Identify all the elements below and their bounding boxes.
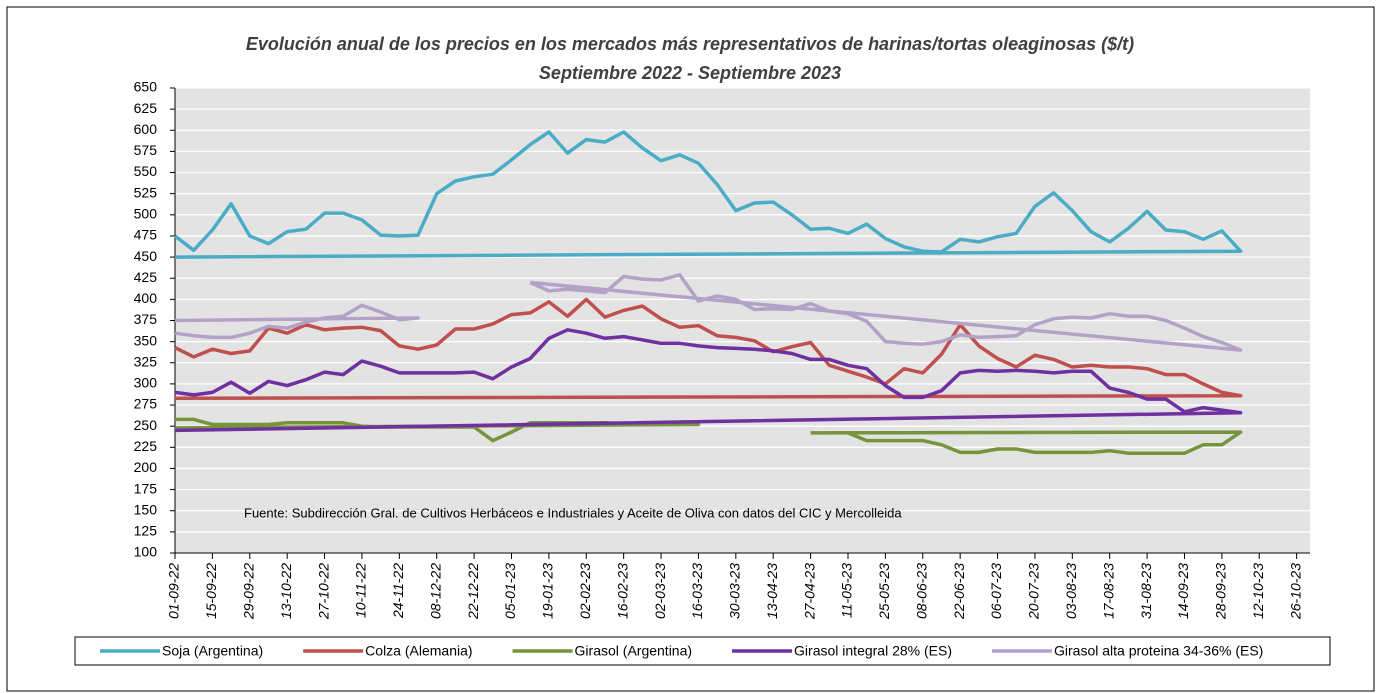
x-tick-label: 02-03-23 xyxy=(652,563,668,619)
legend-label: Girasol (Argentina) xyxy=(575,643,693,659)
x-tick-label: 30-03-23 xyxy=(727,563,743,619)
x-tick-label: 10-11-22 xyxy=(353,563,369,618)
x-tick-label: 26-10-23 xyxy=(1287,563,1303,620)
x-tick-label: 22-12-22 xyxy=(465,563,481,620)
x-tick-label: 29-09-22 xyxy=(240,563,256,620)
legend-label: Girasol integral 28% (ES) xyxy=(794,643,952,659)
y-tick-label: 550 xyxy=(134,163,158,179)
y-tick-label: 400 xyxy=(134,290,158,306)
x-tick-label: 24-11-22 xyxy=(390,563,406,619)
x-tick-label: 12-10-23 xyxy=(1250,563,1266,619)
chart-subtitle: Septiembre 2022 - Septiembre 2023 xyxy=(539,63,841,83)
x-tick-label: 31-08-23 xyxy=(1138,563,1154,619)
x-tick-label: 20-07-23 xyxy=(1026,563,1042,620)
x-tick-label: 16-03-23 xyxy=(689,563,705,619)
x-tick-label: 19-01-23 xyxy=(540,563,556,619)
x-tick-label: 08-06-23 xyxy=(913,563,929,619)
y-tick-label: 275 xyxy=(134,396,158,412)
x-tick-label: 03-08-23 xyxy=(1063,563,1079,619)
series-line xyxy=(173,130,1243,259)
x-tick-label: 13-04-23 xyxy=(764,563,780,619)
x-tick-label: 28-09-23 xyxy=(1213,563,1229,620)
y-tick-label: 225 xyxy=(134,438,158,454)
y-tick-label: 300 xyxy=(134,375,158,391)
annotation: Fuente: Subdirección Gral. de Cultivos H… xyxy=(244,505,902,520)
x-tick-label: 22-06-23 xyxy=(951,563,967,620)
legend-label: Soja (Argentina) xyxy=(162,643,263,659)
y-tick-label: 500 xyxy=(134,206,158,222)
y-tick-label: 450 xyxy=(134,248,158,264)
x-tick-label: 15-09-22 xyxy=(203,563,219,619)
legend-box xyxy=(74,636,1331,666)
x-tick-label: 16-02-23 xyxy=(614,563,630,619)
y-tick-label: 625 xyxy=(134,100,158,116)
legend-label: Colza (Alemania) xyxy=(365,643,472,659)
y-tick-label: 200 xyxy=(134,459,158,475)
y-tick-label: 575 xyxy=(134,142,158,158)
x-tick-label: 27-10-22 xyxy=(315,563,331,620)
y-tick-label: 350 xyxy=(134,332,158,348)
y-tick-label: 150 xyxy=(134,501,158,517)
x-tick-label: 13-10-22 xyxy=(278,563,294,619)
x-tick-label: 14-09-23 xyxy=(1175,563,1191,619)
x-tick-label: 27-04-23 xyxy=(801,563,817,620)
x-tick-label: 17-08-23 xyxy=(1100,563,1116,619)
x-tick-label: 25-05-23 xyxy=(876,563,892,620)
y-tick-label: 425 xyxy=(134,269,158,285)
y-tick-label: 250 xyxy=(134,417,158,433)
y-tick-label: 175 xyxy=(134,480,158,496)
y-tick-label: 600 xyxy=(134,121,158,137)
y-tick-label: 650 xyxy=(134,79,158,95)
series-line xyxy=(174,273,1243,352)
x-tick-label: 05-01-23 xyxy=(502,563,518,619)
series-line xyxy=(174,297,1243,401)
chart-title: Evolución anual de los precios en los me… xyxy=(246,34,1134,54)
y-tick-label: 375 xyxy=(134,311,158,327)
y-tick-label: 125 xyxy=(134,523,158,539)
x-tick-label: 01-09-22 xyxy=(166,563,182,619)
y-tick-label: 100 xyxy=(134,544,158,560)
y-tick-label: 475 xyxy=(134,227,158,243)
x-tick-label: 06-07-23 xyxy=(988,563,1004,619)
series-line xyxy=(174,328,1243,433)
legend-label: Girasol alta proteina 34-36% (ES) xyxy=(1054,643,1263,659)
x-tick-label: 08-12-22 xyxy=(427,563,443,619)
y-tick-label: 525 xyxy=(134,184,158,200)
x-tick-label: 02-02-23 xyxy=(577,563,593,619)
y-tick-label: 325 xyxy=(134,353,158,369)
x-tick-label: 11-05-23 xyxy=(839,563,855,618)
